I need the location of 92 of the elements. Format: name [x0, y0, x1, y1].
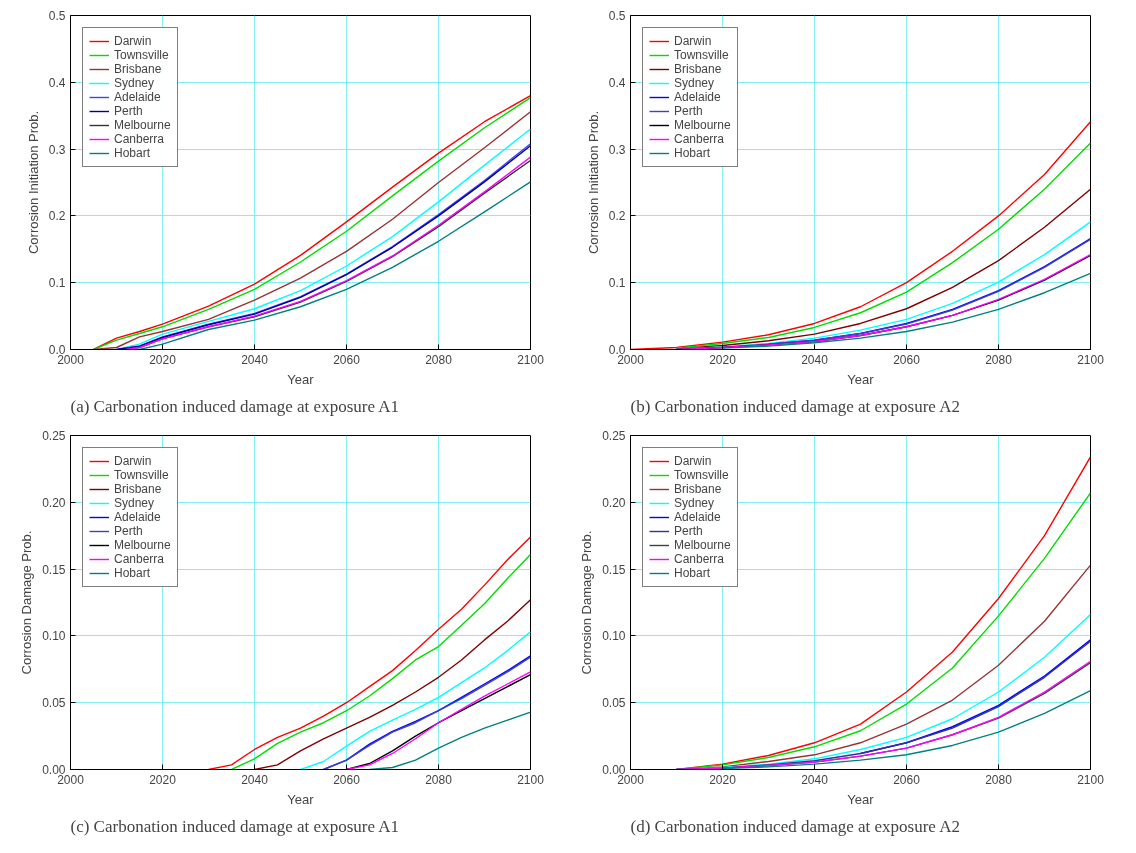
y-tick-label: 0.0 — [48, 343, 66, 357]
y-axis-title: Corrosion Initiation Prob. — [585, 110, 601, 255]
x-axis-title: Year — [287, 791, 315, 807]
x-tick-label: 2020 — [709, 772, 737, 787]
y-tick-label: 0.4 — [48, 75, 66, 90]
legend-label: Perth — [674, 524, 703, 538]
y-tick-label: 0.0 — [608, 343, 626, 357]
y-tick-label: 0.25 — [42, 429, 66, 443]
legend-label: Brisbane — [674, 62, 722, 76]
y-tick-label: 0.15 — [602, 562, 626, 577]
y-tick-label: 0.2 — [608, 209, 626, 224]
y-tick-label: 0.5 — [48, 9, 66, 23]
x-tick-label: 2100 — [517, 352, 545, 367]
y-tick-label: 0.1 — [48, 276, 66, 291]
text: (d) Carbonation induced damage at exposure A2 — [630, 816, 961, 836]
legend-label: Adelaide — [674, 510, 721, 524]
legend-label: Sydney — [114, 496, 155, 510]
x-tick-label: 2060 — [333, 352, 361, 367]
text: (a) Carbonation induced damage at exposure A1 — [70, 396, 400, 416]
x-axis-title: Year — [847, 371, 875, 387]
y-tick-label: 0.10 — [42, 629, 66, 644]
legend-label: Melbourne — [114, 538, 171, 552]
y-axis-title: Corrosion Damage Prob. — [579, 530, 595, 675]
y-tick-label: 0.2 — [48, 209, 66, 224]
x-tick-label: 2080 — [425, 772, 453, 787]
x-tick-label: 2100 — [517, 772, 545, 787]
y-axis-title: Corrosion Initiation Prob. — [25, 110, 41, 255]
legend-label: Perth — [114, 524, 143, 538]
y-tick-label: 0.3 — [608, 142, 626, 157]
legend-label: Sydney — [674, 76, 715, 90]
legend-label: Darwin — [114, 454, 152, 468]
legend-label: Darwin — [114, 34, 152, 48]
x-tick-label: 2040 — [801, 352, 829, 367]
x-tick-label: 2100 — [1077, 352, 1105, 367]
x-tick-label: 2040 — [241, 772, 269, 787]
x-tick-label: 2060 — [893, 352, 921, 367]
x-tick-label: 2020 — [709, 352, 737, 367]
y-tick-label: 0.4 — [608, 75, 626, 90]
legend-label: Darwin — [674, 34, 712, 48]
legend-label: Melbourne — [674, 538, 731, 552]
legend-label: Townsville — [114, 468, 169, 482]
x-tick-label: 2080 — [425, 352, 453, 367]
legend-label: Canberra — [114, 552, 165, 566]
y-tick-label: 0.05 — [602, 696, 626, 711]
legend-label: Canberra — [114, 132, 165, 146]
x-axis-title: Year — [287, 371, 315, 387]
legend-label: Canberra — [674, 132, 725, 146]
x-axis-title: Year — [847, 791, 875, 807]
y-tick-label: 0.00 — [42, 763, 66, 777]
legend-label: Melbourne — [674, 118, 731, 132]
x-tick-label: 2080 — [985, 772, 1013, 787]
legend-label: Canberra — [674, 552, 725, 566]
legend-label: Hobart — [674, 566, 711, 580]
legend-label: Hobart — [114, 566, 151, 580]
legend-label: Darwin — [674, 454, 712, 468]
y-tick-label: 0.3 — [48, 142, 66, 157]
y-tick-label: 0.20 — [42, 495, 66, 510]
x-tick-label: 2020 — [149, 352, 177, 367]
x-tick-label: 2040 — [801, 772, 829, 787]
y-tick-label: 0.20 — [602, 495, 626, 510]
legend-label: Perth — [674, 104, 703, 118]
legend-label: Perth — [114, 104, 143, 118]
x-tick-label: 2100 — [1077, 772, 1105, 787]
legend-label: Hobart — [114, 146, 151, 160]
y-tick-label: 0.05 — [42, 696, 66, 711]
y-tick-label: 0.5 — [608, 9, 626, 23]
x-tick-label: 2040 — [241, 352, 269, 367]
text: (c) Carbonation induced damage at exposure A1 — [70, 816, 400, 836]
legend-label: Townsville — [674, 48, 729, 62]
legend-label: Townsville — [114, 48, 169, 62]
legend-label: Brisbane — [674, 482, 722, 496]
legend-label: Brisbane — [114, 62, 162, 76]
x-tick-label: 2060 — [333, 772, 361, 787]
legend-label: Melbourne — [114, 118, 171, 132]
x-tick-label: 2020 — [149, 772, 177, 787]
y-tick-label: 0.15 — [42, 562, 66, 577]
legend-label: Brisbane — [114, 482, 162, 496]
y-tick-label: 0.25 — [602, 429, 626, 443]
y-axis-title: Corrosion Damage Prob. — [19, 530, 35, 675]
legend-label: Adelaide — [114, 90, 161, 104]
y-tick-label: 0.00 — [602, 763, 626, 777]
x-tick-label: 2080 — [985, 352, 1013, 367]
legend-label: Sydney — [674, 496, 715, 510]
legend-label: Sydney — [114, 76, 155, 90]
y-tick-label: 0.1 — [608, 276, 626, 291]
x-tick-label: 2060 — [893, 772, 921, 787]
legend-label: Townsville — [674, 468, 729, 482]
legend-label: Hobart — [674, 146, 711, 160]
y-tick-label: 0.10 — [602, 629, 626, 644]
text: (b) Carbonation induced damage at exposure A2 — [630, 396, 961, 416]
legend-label: Adelaide — [114, 510, 161, 524]
legend-label: Adelaide — [674, 90, 721, 104]
